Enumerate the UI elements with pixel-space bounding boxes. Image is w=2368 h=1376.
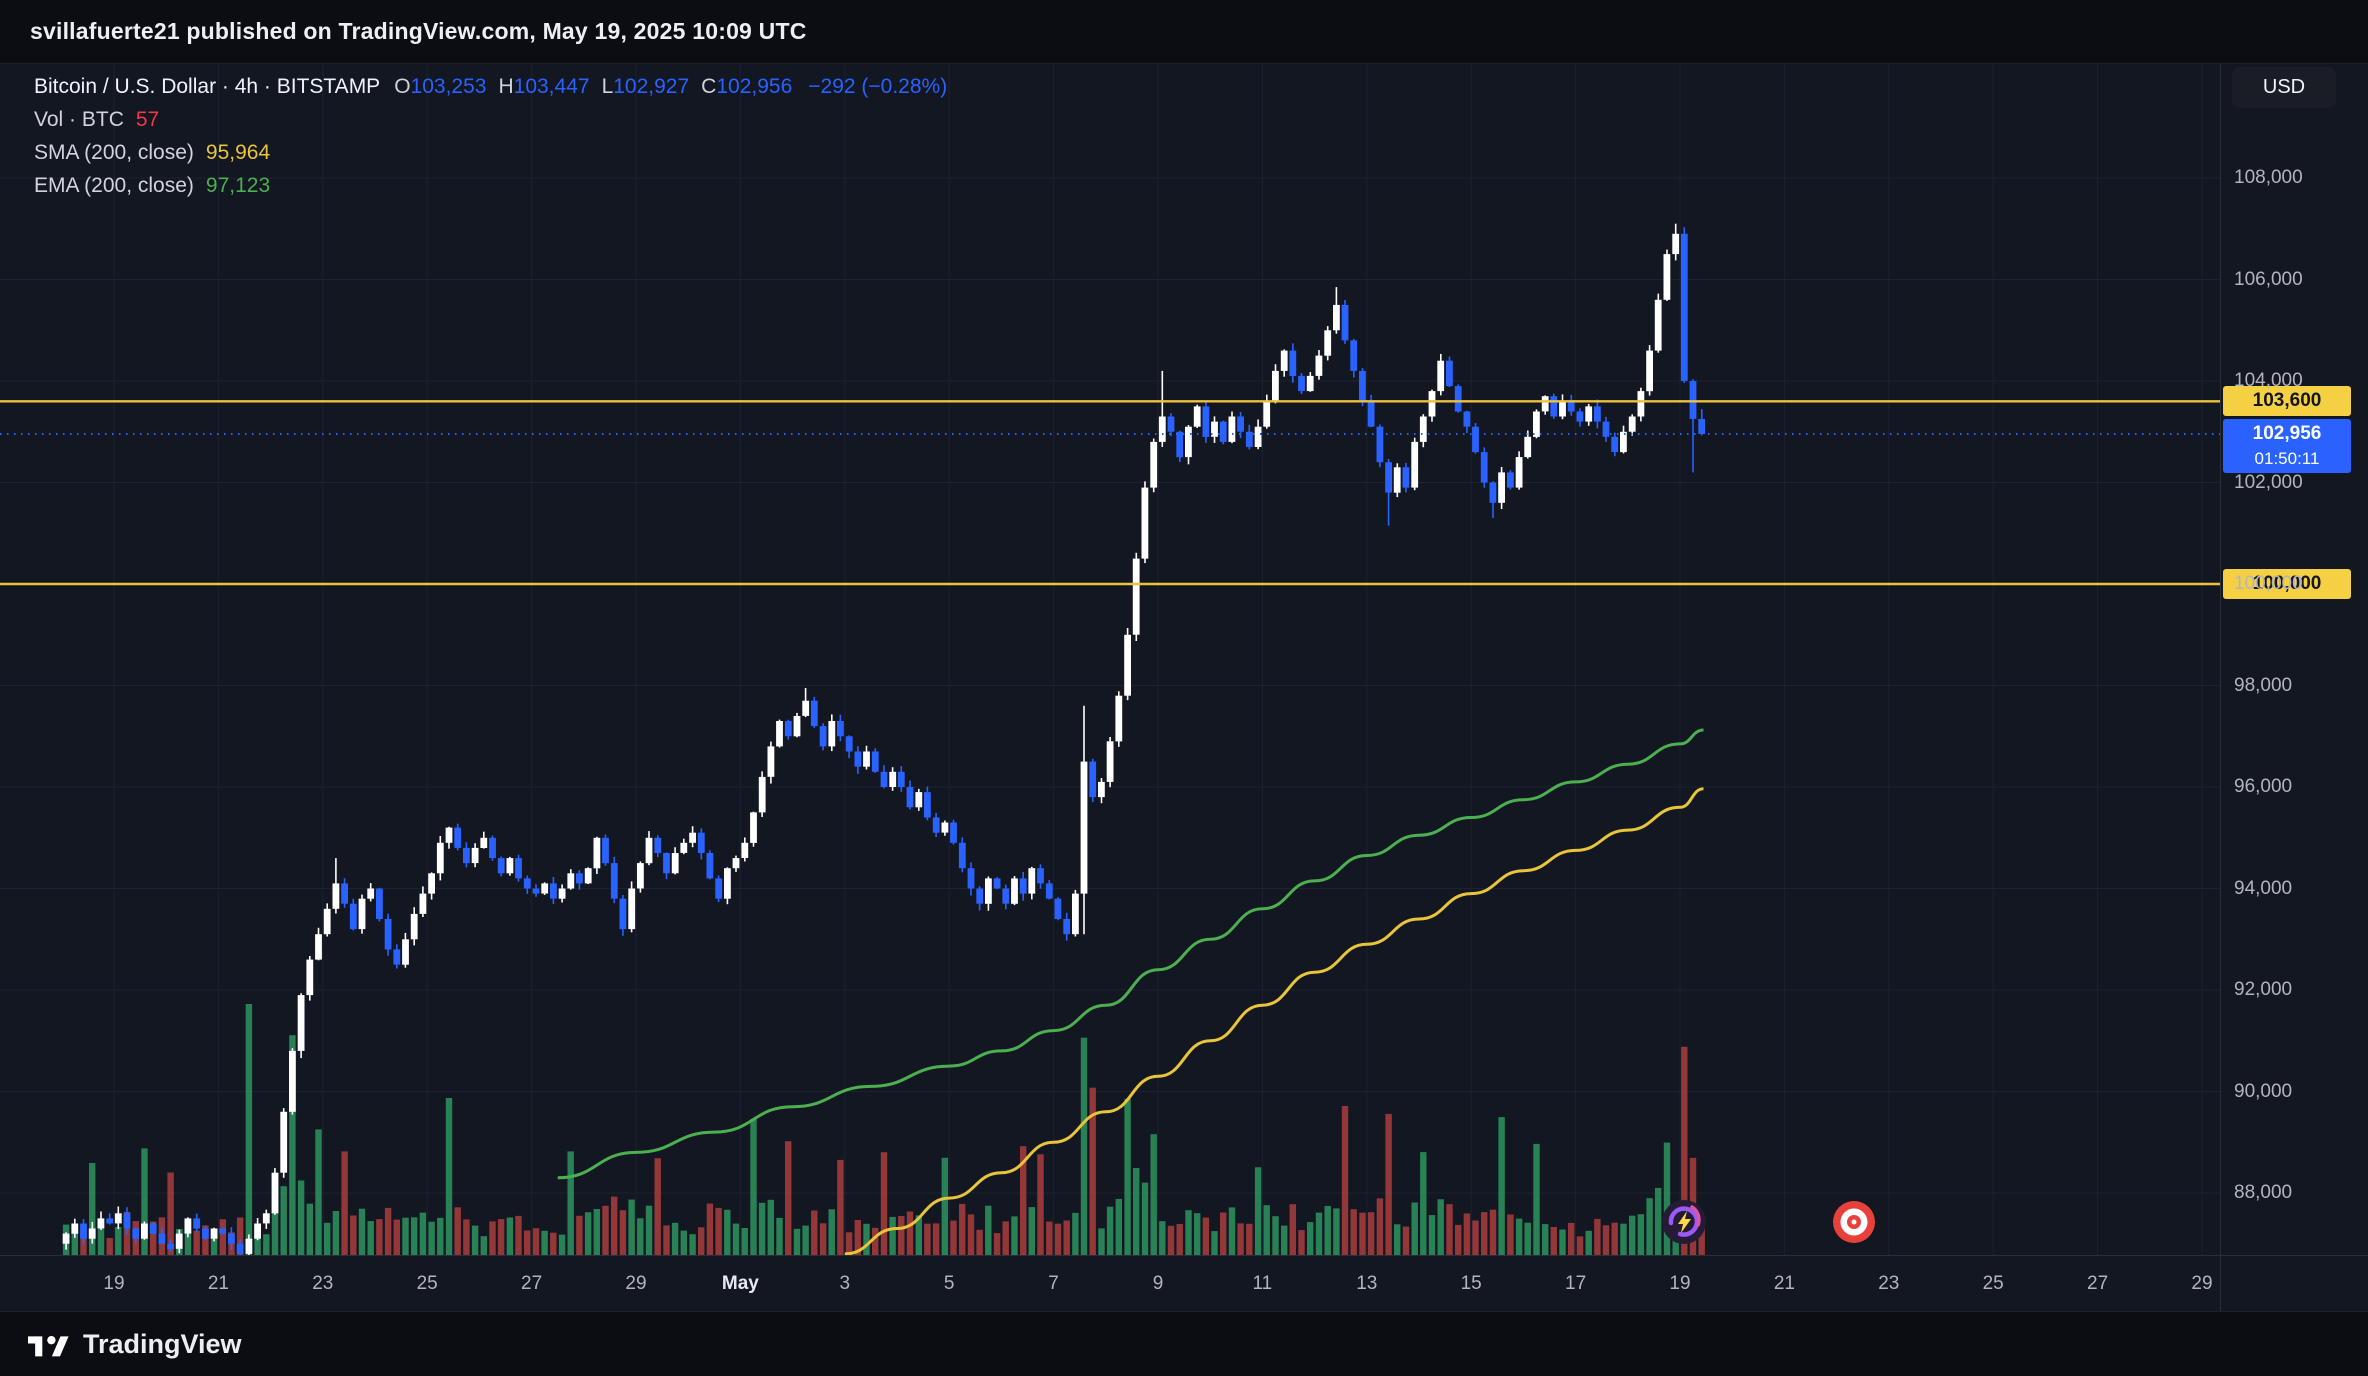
legend-symbol-row[interactable]: Bitcoin / U.S. Dollar · 4h · BITSTAMP O1… <box>34 70 947 103</box>
low-value: 102,927 <box>613 74 690 98</box>
price-axis-label: 94,000 <box>2234 877 2293 899</box>
sma-label: SMA (200, close) <box>34 140 194 164</box>
open-label: O <box>394 74 411 98</box>
price-axis-label: 90,000 <box>2234 1080 2293 1102</box>
time-axis-label: 13 <box>1356 1272 1378 1294</box>
current-price-value: 102,956 <box>2252 423 2322 444</box>
time-axis-label: 21 <box>207 1272 229 1294</box>
legend-volume-row[interactable]: Vol · BTC 57 <box>34 103 947 136</box>
chart-legend: Bitcoin / U.S. Dollar · 4h · BITSTAMP O1… <box>34 70 947 202</box>
ohlc-high: H103,447 <box>498 75 589 99</box>
grid-layer <box>0 64 2220 1255</box>
open-value: 103,253 <box>410 74 487 98</box>
volume-label: Vol · BTC <box>34 107 124 131</box>
price-axis-label: 104,000 <box>2234 370 2303 391</box>
symbol-title: Bitcoin / U.S. Dollar · 4h · BITSTAMP <box>34 74 381 98</box>
low-label: L <box>601 74 614 98</box>
time-axis-label: 3 <box>839 1272 851 1294</box>
time-axis-label: 23 <box>312 1272 334 1294</box>
time-axis-label: 15 <box>1460 1272 1482 1294</box>
bar-countdown: 01:50:11 <box>2254 449 2320 468</box>
time-axis-label: 21 <box>1773 1272 1795 1294</box>
sticker-target-icon[interactable] <box>1833 1201 1875 1243</box>
current-price-badge: 102,956 01:50:11 <box>2223 419 2351 473</box>
ohlc-open: O103,253 <box>394 75 486 99</box>
page-footer: TradingView <box>0 1311 2368 1376</box>
price-axis-label: 108,000 <box>2234 167 2303 188</box>
time-axis-label: 19 <box>1669 1272 1691 1294</box>
legend-sma-row[interactable]: SMA (200, close) 95,964 <box>34 136 947 169</box>
level-badge-100000: 100,000 <box>2223 569 2351 599</box>
time-axis-label: 23 <box>1878 1272 1900 1294</box>
axis-corner-divider <box>2220 1255 2221 1311</box>
time-axis-label: 25 <box>1982 1272 2004 1294</box>
publish-text: svillafuerte21 published on TradingView.… <box>30 18 807 44</box>
footer-brand[interactable]: TradingView <box>83 1328 242 1359</box>
time-axis-label: 5 <box>943 1272 955 1294</box>
ema-value: 97,123 <box>205 173 271 197</box>
change-value: −292 (−0.28%) <box>808 74 948 98</box>
ema-label: EMA (200, close) <box>34 173 194 197</box>
price-axis-label: 92,000 <box>2234 979 2293 1000</box>
level-badge-103600: 103,600 <box>2223 386 2351 417</box>
tradingview-logo-icon[interactable] <box>28 1329 70 1359</box>
time-axis-label: May <box>721 1272 759 1294</box>
price-axis-label: 88,000 <box>2234 1182 2293 1203</box>
ema-line[interactable] <box>557 728 1704 1180</box>
time-axis-label: 29 <box>625 1272 647 1294</box>
currency-button[interactable]: USD <box>2232 67 2336 108</box>
legend-ema-row[interactable]: EMA (200, close) 97,123 <box>34 169 947 202</box>
sma-line[interactable] <box>844 787 1704 1255</box>
price-axis-label: 102,000 <box>2234 471 2303 493</box>
high-value: 103,447 <box>513 74 590 98</box>
time-axis-label: 29 <box>2191 1272 2213 1294</box>
ma-lines-layer[interactable] <box>557 728 1704 1255</box>
candles-layer[interactable] <box>62 223 1706 1255</box>
time-axis-label: 25 <box>416 1272 438 1294</box>
close-value: 102,956 <box>716 74 793 98</box>
volume-value: 57 <box>135 107 160 131</box>
sma-value: 95,964 <box>205 140 271 164</box>
high-label: H <box>498 74 514 98</box>
time-axis-label: 9 <box>1152 1272 1164 1294</box>
time-axis-label: 11 <box>1252 1272 1273 1294</box>
time-axis-label: 27 <box>2087 1272 2109 1294</box>
ohlc-low: L102,927 <box>602 75 690 99</box>
price-chart-pane[interactable] <box>0 64 2220 1255</box>
price-axis-label: 100,000 <box>2234 573 2303 594</box>
close-label: C <box>701 74 717 98</box>
price-axis-label: 106,000 <box>2234 268 2303 290</box>
volume-layer <box>62 1004 1705 1255</box>
price-axis[interactable]: USD 103,600 102,956 01:50:11 100,000 108… <box>2220 64 2368 1255</box>
price-axis-label: 98,000 <box>2234 674 2293 696</box>
time-axis-label: 27 <box>521 1272 543 1294</box>
time-axis-label: 7 <box>1048 1272 1059 1294</box>
chart-area: Bitcoin / U.S. Dollar · 4h · BITSTAMP O1… <box>0 64 2368 1311</box>
sticker-lightning-icon[interactable] <box>1662 1200 1706 1244</box>
time-axis[interactable]: 19 21 23 25 27 29 May 3 5 7 9 11 13 15 17 19 21 23 25 27 29 <box>0 1255 2368 1311</box>
time-axis-label: 17 <box>1565 1272 1587 1294</box>
time-axis-label: 19 <box>103 1272 125 1294</box>
price-axis-label: 96,000 <box>2234 776 2293 797</box>
publish-header: svillafuerte21 published on TradingView.… <box>0 0 2368 64</box>
ohlc-close: C102,956 <box>701 75 792 99</box>
